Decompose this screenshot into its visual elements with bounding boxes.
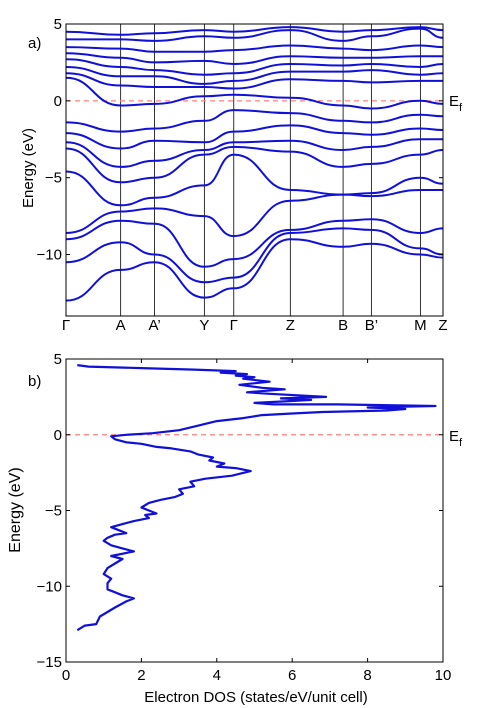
panel-a-label: a) [28, 35, 41, 52]
dos-panel: b) Energy (eV) 5 0 −5 −10 −15 0 2 4 6 8 10 Electr… [7, 351, 463, 706]
kpoint-label: Γ [230, 317, 238, 334]
kpoint-label: Z [286, 317, 295, 334]
band-line [65, 52, 443, 66]
x-tick-label: 0 [62, 667, 70, 684]
x-tick-label: 4 [213, 667, 221, 684]
x-tick-label: 2 [137, 667, 145, 684]
panel-a-ylabel: Energy (eV) [20, 128, 37, 208]
band-line [65, 72, 443, 90]
panel-b-label: b) [28, 373, 41, 390]
kpoint-label: B’ [365, 317, 378, 334]
band-line [65, 153, 444, 207]
x-tick-label: 10 [435, 667, 452, 684]
x-tick-label: 8 [363, 667, 371, 684]
band-line [65, 109, 444, 133]
kpoint-labels: Γ A A’ Y Γ Z B B’ M Z [62, 317, 448, 334]
fermi-label-b: Ef [449, 428, 463, 449]
fermi-label-a: Ef [449, 93, 463, 114]
y-tick-label: 5 [54, 16, 62, 33]
band-line [65, 218, 444, 268]
band-line [65, 238, 444, 302]
band-line [65, 189, 443, 238]
band-line [65, 76, 444, 110]
y-tick-label: −15 [37, 654, 62, 671]
y-tick-label: −10 [37, 247, 62, 264]
dos-curve [76, 364, 437, 632]
svg-text:Ef: Ef [449, 428, 463, 449]
panel-a-y-ticks: 5 0 −5 −10 [37, 16, 443, 264]
band-line [65, 26, 444, 36]
kpoint-label: A’ [148, 317, 160, 334]
band-lines [65, 26, 444, 302]
kpoint-label: M [414, 317, 427, 334]
band-line [65, 58, 444, 76]
kpoint-label: Y [199, 317, 209, 334]
y-tick-label: −5 [45, 503, 62, 520]
y-tick-label: 5 [54, 351, 62, 368]
y-tick-label: 0 [54, 93, 62, 110]
y-tick-label: 0 [54, 427, 62, 444]
band-line [66, 27, 444, 42]
panel-a-axes-frame [65, 23, 444, 317]
band-line [65, 44, 444, 53]
svg-text:Ef: Ef [449, 93, 463, 114]
band-line [65, 124, 444, 150]
kpoint-label: Z [438, 317, 447, 334]
kpoint-label: A [116, 317, 126, 334]
band-line [65, 145, 444, 184]
panel-b-x-ticks: 0 2 4 6 8 10 [62, 359, 452, 684]
panel-b-ylabel: Energy (eV) [7, 467, 24, 552]
y-tick-label: −10 [37, 578, 62, 595]
panel-b-xlabel: Electron DOS (states/eV/unit cell) [144, 689, 367, 706]
panel-b-y-ticks: 5 0 −5 −10 −15 [37, 351, 443, 671]
band-line [65, 227, 444, 284]
band-line [65, 138, 443, 168]
band-structure-panel: a) Energy (eV) 50−5−10 Γ A A’ Y Γ Z B B’ M Z Ef [20, 16, 463, 334]
kpoint-divider-lines [120, 24, 421, 316]
band-line [65, 66, 444, 85]
kpoint-label: B [338, 317, 348, 334]
x-tick-label: 6 [288, 667, 296, 684]
y-tick-label: −5 [45, 170, 62, 187]
kpoint-label: Γ [62, 317, 70, 334]
